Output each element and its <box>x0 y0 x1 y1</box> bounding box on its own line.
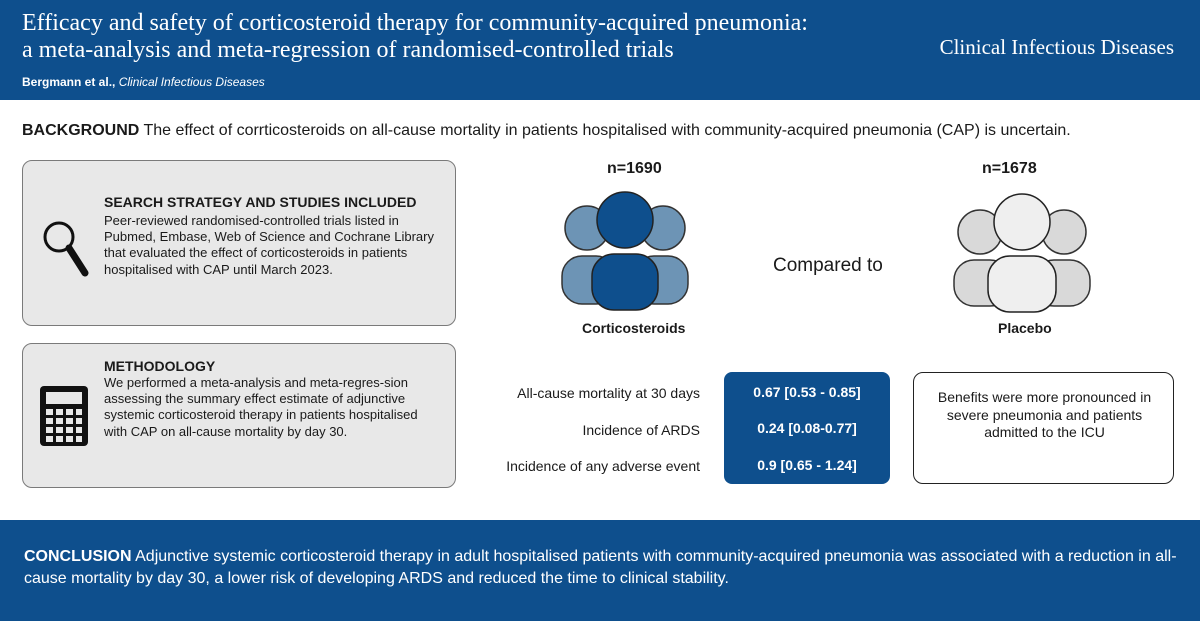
compared-to-text: Compared to <box>773 255 883 276</box>
outcome-label-adverse-event: Incidence of any adverse event <box>506 458 700 474</box>
magnifier-icon <box>43 221 89 277</box>
methodology-body: We performed a meta-analysis and meta-re… <box>104 375 418 439</box>
placebo-label: Placebo <box>998 320 1052 336</box>
conclusion-section: CONCLUSION Adjunctive systemic corticost… <box>24 546 1184 590</box>
background-text: The effect of corrticosteroids on all-ca… <box>143 122 1071 139</box>
corticosteroids-group-icon <box>561 191 689 311</box>
result-value-ards: 0.24 [0.08-0.77] <box>757 420 857 436</box>
page-title: Efficacy and safety of corticosteroid th… <box>22 10 902 64</box>
search-heading: SEARCH STRATEGY AND STUDIES INCLUDED <box>104 194 417 210</box>
benefit-box: Benefits were more pronounced in severe … <box>913 372 1174 484</box>
conclusion-label: CONCLUSION <box>24 548 132 565</box>
search-body: Peer-reviewed randomised-controlled tria… <box>104 213 434 277</box>
title-line-2: a meta-analysis and meta-regression of r… <box>22 37 674 63</box>
treatment-count: n=1690 <box>607 160 662 177</box>
authors-line: Bergmann et al., Clinical Infectious Dis… <box>22 75 265 89</box>
placebo-count: n=1678 <box>982 160 1037 177</box>
outcome-label-mortality: All-cause mortality at 30 days <box>517 385 700 401</box>
result-value-adverse-event: 0.9 [0.65 - 1.24] <box>757 457 857 473</box>
methodology-heading: METHODOLOGY <box>104 358 216 374</box>
header-banner: Efficacy and safety of corticosteroid th… <box>0 0 1200 100</box>
placebo-group-icon <box>953 193 1091 313</box>
journal-name: Clinical Infectious Diseases <box>939 35 1174 59</box>
results-box: 0.67 [0.53 - 0.85] 0.24 [0.08-0.77] 0.9 … <box>724 372 890 484</box>
treatment-label: Corticosteroids <box>582 320 686 336</box>
outcome-label-ards: Incidence of ARDS <box>582 422 700 438</box>
methodology-box: METHODOLOGY We performed a meta-analysis… <box>22 343 456 488</box>
benefit-text: Benefits were more pronounced in severe … <box>937 389 1152 440</box>
result-value-mortality: 0.67 [0.53 - 0.85] <box>753 384 861 400</box>
conclusion-text: Adjunctive systemic corticosteroid thera… <box>24 548 1177 587</box>
background-section: BACKGROUND The effect of corrticosteroid… <box>22 120 1192 142</box>
title-line-1: Efficacy and safety of corticosteroid th… <box>22 10 808 36</box>
calculator-icon <box>40 386 88 446</box>
authors: Bergmann et al., <box>22 75 116 89</box>
background-label: BACKGROUND <box>22 122 140 139</box>
conclusion-banner: CONCLUSION Adjunctive systemic corticost… <box>0 520 1200 621</box>
search-strategy-box: SEARCH STRATEGY AND STUDIES INCLUDED Pee… <box>22 160 456 326</box>
journal-citation: Clinical Infectious Diseases <box>118 75 265 89</box>
